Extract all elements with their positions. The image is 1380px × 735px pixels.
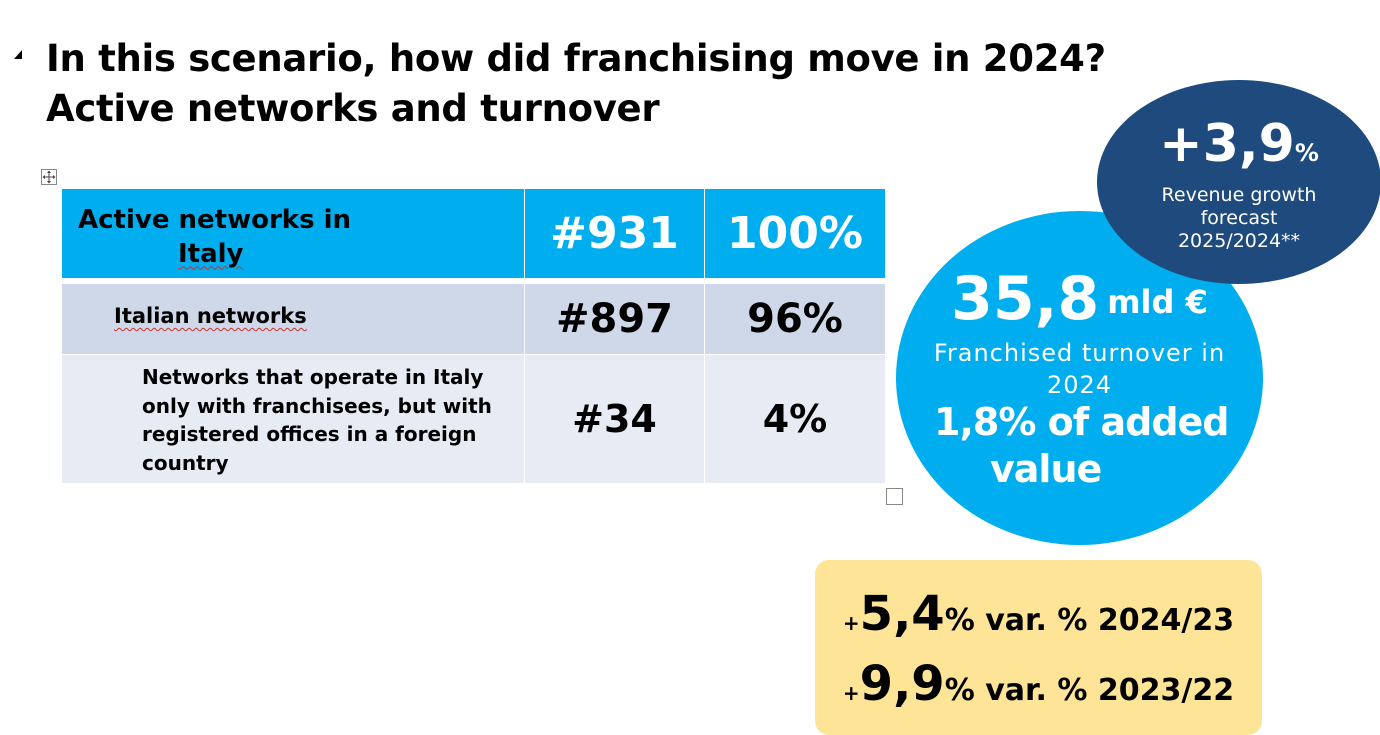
table-row-active-networks: Active networks in Italy #931 100% (61, 188, 886, 279)
title-bullet-icon (14, 50, 22, 59)
variation-2024-23: +5,4% var. % 2024/23 (815, 586, 1262, 642)
active-networks-table: Active networks in Italy #931 100% Itali… (61, 188, 886, 484)
slide-title: In this scenario, how did franchising mo… (46, 34, 1106, 134)
forecast-value: +3,9% (1097, 114, 1380, 183)
added-value-line1: 1,8% of added (934, 400, 1230, 444)
foreign-networks-label-line3: registered offices in a foreign (142, 422, 477, 446)
table-move-handle-icon[interactable] (41, 169, 57, 185)
variation-2023-22-value: 9,9 (859, 656, 945, 712)
active-networks-label: Active networks in Italy (62, 197, 524, 271)
forecast-value-number: +3,9 (1159, 114, 1295, 174)
table-resize-handle-icon[interactable] (886, 488, 903, 505)
active-networks-label-line2: Italy (178, 238, 244, 269)
turnover-value-number: 35,8 (951, 264, 1100, 334)
italian-networks-label: Italian networks (114, 304, 307, 328)
variation-2024-23-value: 5,4 (859, 586, 945, 642)
table-row-italian-networks: Italian networks #897 96% (61, 283, 886, 355)
added-value-text: 1,8% of added value (914, 399, 1244, 493)
forecast-caption-line1: Revenue growth (1161, 184, 1317, 206)
slide-title-line1: In this scenario, how did franchising mo… (46, 37, 1106, 80)
variation-2023-22: +9,9% var. % 2023/22 (815, 656, 1262, 712)
foreign-networks-label: Networks that operate in Italy only with… (62, 361, 524, 477)
variation-2023-22-plus: + (842, 681, 860, 705)
foreign-networks-label-line2: only with franchisees, but with (142, 393, 492, 418)
turnover-caption: Franchised turnover in 2024 (933, 339, 1226, 399)
foreign-networks-count: #34 (524, 354, 705, 484)
foreign-networks-label-line4: country (142, 450, 229, 475)
turnover-bubble: 35,8 mld € Franchised turnover in 2024 1,… (896, 211, 1263, 545)
slide-title-line2: Active networks and turnover (46, 87, 660, 130)
forecast-caption-line3: 2025/2024** (1177, 230, 1301, 252)
forecast-value-percent: % (1294, 139, 1319, 167)
italian-networks-count: #897 (524, 283, 705, 355)
active-networks-share: 100% (704, 188, 886, 279)
foreign-networks-label-line1: Networks that operate in Italy (142, 365, 484, 389)
turnover-value-unit: mld € (1107, 283, 1208, 321)
active-networks-label-line1: Active networks in (78, 204, 352, 235)
variation-2024-23-plus: + (842, 611, 860, 635)
variation-2023-22-label: % var. % 2023/22 (944, 673, 1235, 708)
forecast-caption-line2: forecast (1200, 207, 1278, 229)
foreign-networks-share: 4% (704, 354, 886, 484)
table-row-foreign-networks: Networks that operate in Italy only with… (61, 354, 886, 484)
active-networks-count: #931 (524, 188, 705, 279)
italian-networks-share: 96% (704, 283, 886, 355)
added-value-line2: value (990, 447, 1102, 491)
forecast-bubble: +3,9% Revenue growth forecast 2025/2024*… (1097, 80, 1380, 284)
variation-box: +5,4% var. % 2024/23 +9,9% var. % 2023/2… (815, 560, 1262, 735)
turnover-value: 35,8 mld € (896, 269, 1263, 332)
forecast-caption: Revenue growth forecast 2025/2024** (1107, 184, 1371, 253)
variation-2024-23-label: % var. % 2024/23 (944, 603, 1235, 638)
